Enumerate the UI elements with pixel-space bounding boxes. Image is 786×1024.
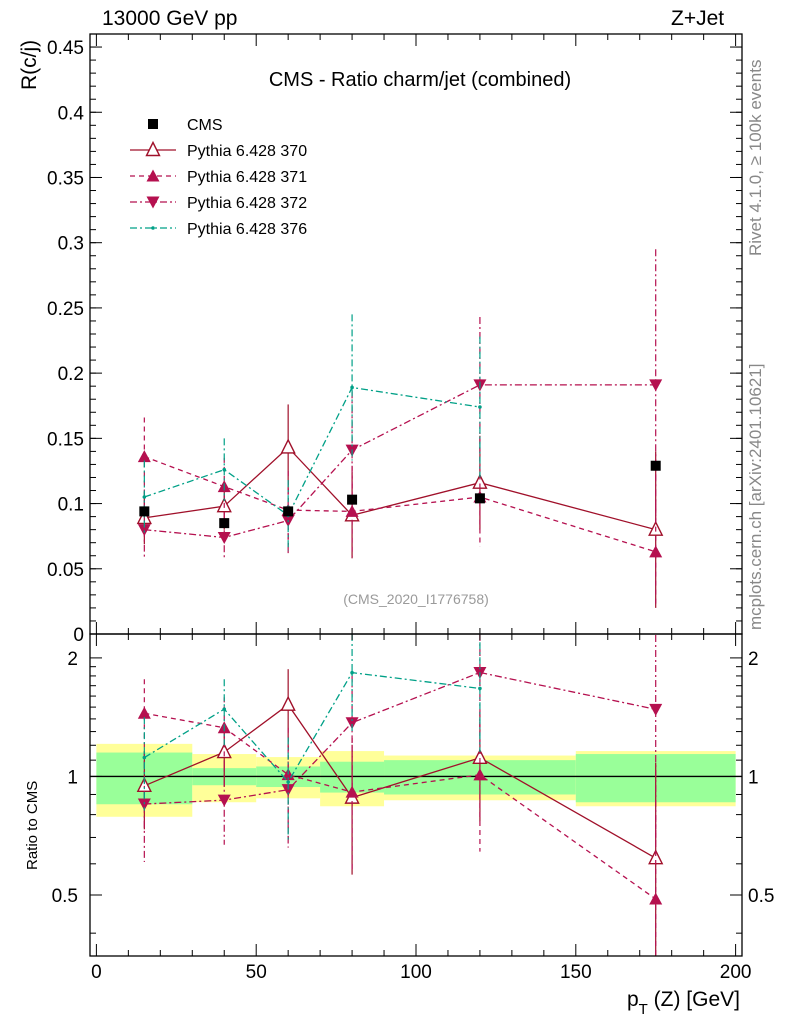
legend-item-cms: CMS <box>148 117 223 134</box>
data-point <box>142 495 147 499</box>
ratio-data-point <box>345 717 359 730</box>
ratio-series-line <box>144 712 657 900</box>
ratio-y-tick-label: 0.5 <box>52 886 78 907</box>
ratio-data-point <box>280 695 296 711</box>
series-ratio-3 <box>137 634 663 863</box>
x-axis-label-rest: (Z) [GeV] <box>648 988 740 1011</box>
ratio-data-point <box>142 755 147 760</box>
ratio-series-line <box>144 703 657 859</box>
cms-data-point <box>139 506 150 517</box>
legend-label: CMS <box>187 117 223 134</box>
series-ratio-4 <box>142 634 482 843</box>
y-tick-label: 0.45 <box>47 38 84 59</box>
x-tick-label: 150 <box>560 962 592 983</box>
legend-marker <box>151 226 155 230</box>
x-axis-label-p: p <box>627 988 639 1011</box>
series-ratio-1 <box>136 669 664 956</box>
data-point <box>222 467 227 472</box>
series-line <box>144 386 481 517</box>
data-point <box>137 450 151 463</box>
y-tick-label: 0.35 <box>47 168 84 189</box>
ratio-y-tick-label: 1 <box>67 767 78 788</box>
x-tick-label: 100 <box>400 962 432 983</box>
legend-marker <box>146 196 160 209</box>
y-tick-label: 0.4 <box>58 103 85 124</box>
legend-item-4: Pythia 6.428 376 <box>130 221 307 238</box>
ratio-y-tick-label-right: 0.5 <box>748 886 774 907</box>
cms-data-point <box>474 493 485 504</box>
ratio-data-point <box>222 707 227 711</box>
ratio-data-point <box>286 780 290 784</box>
ratio-data-point <box>473 768 487 781</box>
series-main-3 <box>137 249 663 560</box>
ratio-data-point <box>350 670 354 675</box>
cms-data-point <box>283 506 294 517</box>
cms-data-point <box>219 518 230 529</box>
legend-label: Pythia 6.428 376 <box>187 221 307 238</box>
data-point <box>280 438 296 454</box>
ratio-y-axis-label: Ratio to CMS <box>24 781 41 870</box>
legend: CMS Pythia 6.428 370 Pythia 6.428 371 Pythi… <box>130 117 307 238</box>
cms-data-series <box>139 460 661 529</box>
legend-marker <box>146 169 160 182</box>
y-axis-label: R(c/j) <box>18 40 41 90</box>
header-right-label: Z+Jet <box>671 7 725 30</box>
legend-item-2: Pythia 6.428 371 <box>130 169 307 186</box>
analysis-label: (CMS_2020_I1776758) <box>343 591 489 607</box>
legend-label: Pythia 6.428 372 <box>187 195 307 212</box>
ratio-data-point <box>216 743 232 759</box>
ratio-data-point <box>472 748 488 764</box>
ratio-data-point <box>217 794 231 807</box>
data-point <box>478 405 482 409</box>
header-left-label: 13000 GeV pp <box>102 7 238 30</box>
chart-title: CMS - Ratio charm/jet (combined) <box>269 69 571 91</box>
data-point <box>649 379 663 392</box>
ratio-series-line <box>144 671 656 805</box>
ratio-data-point <box>281 784 295 797</box>
legend-label: Pythia 6.428 371 <box>187 169 307 186</box>
ratio-data-point <box>137 706 151 719</box>
data-point <box>345 504 359 517</box>
y-tick-label: 0.15 <box>47 429 84 450</box>
data-point <box>137 524 151 537</box>
x-tick-label: 0 <box>91 962 102 983</box>
legend-label: Pythia 6.428 370 <box>187 143 307 160</box>
x-tick-label: 50 <box>246 962 267 983</box>
cms-data-point <box>347 494 358 505</box>
data-point <box>350 385 354 390</box>
ratio-data-point <box>649 892 663 905</box>
series-main-4 <box>142 314 482 551</box>
ratio-y-tick-label-right: 1 <box>748 767 759 788</box>
legend-marker <box>148 119 158 129</box>
ratio-data-point <box>137 798 151 811</box>
y-tick-label: 0.05 <box>47 560 84 581</box>
y-tick-label: 0.25 <box>47 299 84 320</box>
legend-item-1: Pythia 6.428 370 <box>130 140 307 160</box>
y-tick-label: 0 <box>73 625 84 646</box>
y-tick-label: 0.3 <box>58 234 84 255</box>
legend-marker <box>145 140 161 157</box>
ratio-data-point <box>478 686 482 691</box>
y-tick-label: 0.2 <box>58 364 84 385</box>
x-axis-label: pT (Z) [GeV] <box>627 988 740 1018</box>
y-tick-label: 0.1 <box>58 495 84 516</box>
legend-item-3: Pythia 6.428 372 <box>130 195 307 212</box>
cms-data-point <box>650 460 661 471</box>
x-axis-label-sub: T <box>639 1001 648 1018</box>
series-line <box>144 446 656 531</box>
series-line <box>144 384 656 539</box>
ratio-data-point <box>649 703 663 716</box>
data-point <box>217 531 231 544</box>
data-point <box>649 545 663 558</box>
ratio-y-tick-label: 2 <box>67 649 78 670</box>
ratio-y-tick-label-right: 2 <box>748 649 759 670</box>
x-tick-label: 200 <box>720 962 752 983</box>
ratio-data-point <box>345 785 359 798</box>
